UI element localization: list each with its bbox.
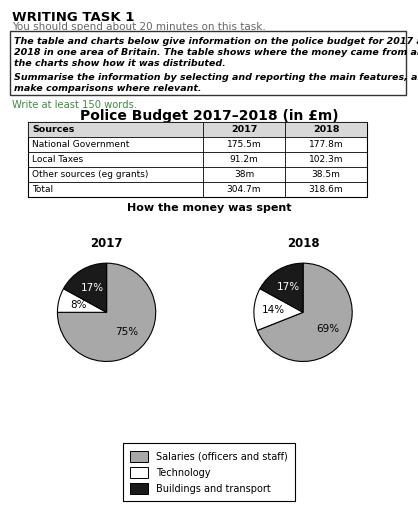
Text: 102.3m: 102.3m (309, 155, 343, 164)
Legend: Salaries (officers and staff), Technology, Buildings and transport: Salaries (officers and staff), Technolog… (123, 443, 295, 501)
Wedge shape (260, 263, 303, 312)
Text: 17%: 17% (276, 282, 300, 292)
Wedge shape (257, 263, 352, 361)
Text: the charts show how it was distributed.: the charts show how it was distributed. (14, 59, 226, 68)
Wedge shape (57, 263, 156, 361)
Text: make comparisons where relevant.: make comparisons where relevant. (14, 84, 201, 93)
Bar (28, 122, 367, 197)
Text: 2017: 2017 (231, 125, 257, 134)
Wedge shape (57, 289, 107, 312)
Text: Total: Total (32, 185, 53, 194)
Text: Other sources (eg grants): Other sources (eg grants) (32, 170, 148, 179)
Text: National Government: National Government (32, 140, 130, 149)
Text: 177.8m: 177.8m (308, 140, 343, 149)
Text: WRITING TASK 1: WRITING TASK 1 (12, 11, 134, 24)
Title: 2017: 2017 (90, 237, 123, 250)
Text: The table and charts below give information on the police budget for 2017 and: The table and charts below give informat… (14, 37, 418, 46)
Text: 91.2m: 91.2m (229, 155, 258, 164)
Text: 175.5m: 175.5m (227, 140, 261, 149)
Text: 69%: 69% (316, 324, 339, 334)
Bar (28, 122, 367, 137)
Text: 14%: 14% (262, 306, 285, 315)
Text: Police Budget 2017–2018 (in £m): Police Budget 2017–2018 (in £m) (80, 109, 338, 123)
Wedge shape (254, 289, 303, 330)
Text: 318.6m: 318.6m (308, 185, 343, 194)
Title: 2018: 2018 (287, 237, 319, 250)
Text: 8%: 8% (71, 300, 87, 310)
Text: How the money was spent: How the money was spent (127, 203, 291, 213)
Text: 304.7m: 304.7m (227, 185, 261, 194)
Text: 2018 in one area of Britain. The table shows where the money came from and: 2018 in one area of Britain. The table s… (14, 48, 418, 57)
Text: Summarise the information by selecting and reporting the main features, and: Summarise the information by selecting a… (14, 73, 418, 82)
FancyBboxPatch shape (10, 31, 406, 95)
Text: 75%: 75% (115, 328, 138, 337)
Text: Write at least 150 words.: Write at least 150 words. (12, 100, 137, 110)
Text: Sources: Sources (32, 125, 74, 134)
Text: 17%: 17% (81, 283, 104, 293)
Text: Local Taxes: Local Taxes (32, 155, 83, 164)
Text: 38.5m: 38.5m (311, 170, 340, 179)
Text: You should spend about 20 minutes on this task.: You should spend about 20 minutes on thi… (12, 22, 266, 32)
Wedge shape (64, 263, 107, 312)
Text: 2018: 2018 (313, 125, 339, 134)
Text: 38m: 38m (234, 170, 254, 179)
